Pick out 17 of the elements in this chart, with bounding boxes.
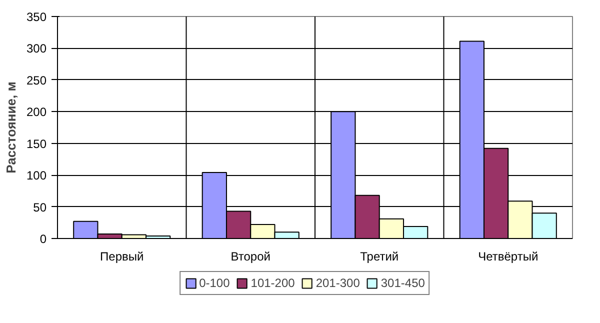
legend-label: 201-300 [316,276,360,290]
y-axis-title: Расстояние, м [3,82,18,174]
y-tick-label: 150 [26,136,47,151]
y-tick-label: 250 [26,73,47,88]
x-tick-label: Четвёртый [478,250,538,264]
x-tick-label: Второй [230,250,270,264]
legend-label: 101-200 [250,276,295,290]
x-tick-label: Первый [100,250,144,264]
y-tick-label: 200 [26,105,47,120]
y-tick-label: 350 [26,10,47,24]
x-tick-label: Третий [360,250,399,264]
y-tick-label: 0 [40,232,47,246]
legend-label: 301-450 [380,276,425,290]
y-tick-label: 100 [26,168,47,183]
y-tick-label: 50 [33,200,47,214]
legend-label: 0-100 [199,276,230,290]
y-tick-label: 300 [26,42,47,56]
